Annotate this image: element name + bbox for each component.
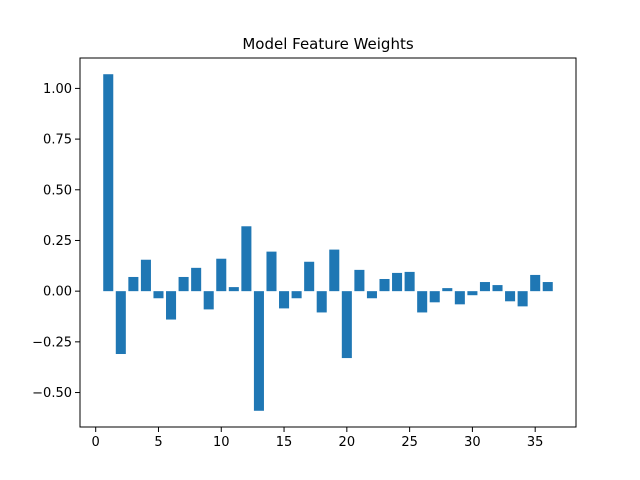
bar-19	[329, 249, 340, 292]
x-tick-label: 25	[401, 435, 418, 450]
x-tick-label: 35	[527, 435, 544, 450]
bar-32	[492, 285, 503, 292]
x-tick-label: 20	[339, 435, 356, 450]
bar-10	[216, 258, 227, 292]
y-axis-ticks: −0.50 −0.25 0.00 0.25 0.50 0.75 1.00	[32, 82, 80, 401]
y-tick-label: −0.25	[32, 335, 72, 350]
y-tick-label: −0.50	[32, 386, 72, 401]
x-tick-label: 15	[276, 435, 293, 450]
bar-29	[454, 291, 465, 305]
y-tick-label: 0.50	[43, 183, 72, 198]
bar-15	[279, 291, 290, 309]
bar-18	[316, 291, 327, 313]
bar-2	[115, 291, 126, 355]
bar-26	[417, 291, 428, 313]
bar-20	[341, 291, 352, 359]
x-tick-label: 30	[464, 435, 481, 450]
bar-14	[266, 251, 277, 292]
chart-title: Model Feature Weights	[242, 35, 414, 53]
bar-23	[379, 278, 390, 292]
plot-frame	[79, 57, 577, 428]
bar-12	[241, 226, 252, 292]
bar-1	[103, 74, 114, 292]
bar-3	[128, 276, 139, 292]
bar-34	[517, 291, 528, 307]
bar-16	[291, 291, 302, 299]
y-tick-label: 0.00	[43, 285, 72, 300]
x-axis-ticks: 0 5 10 15 20 25 30 35	[92, 427, 544, 450]
bar-11	[228, 287, 239, 292]
bar-21	[354, 269, 365, 292]
x-tick-label: 5	[154, 435, 162, 450]
bar-8	[191, 267, 202, 292]
bar-36	[542, 282, 553, 292]
bar-30	[467, 291, 478, 296]
bars-group	[103, 74, 553, 411]
bar-13	[253, 291, 264, 411]
bar-9	[203, 291, 214, 310]
y-tick-label: 0.75	[43, 133, 72, 148]
bar-31	[479, 282, 490, 292]
bar-28	[442, 288, 453, 292]
x-tick-label: 0	[92, 435, 100, 450]
x-tick-label: 10	[213, 435, 230, 450]
bar-6	[166, 291, 177, 320]
bar-27	[429, 291, 440, 303]
bar-25	[404, 271, 415, 292]
bar-17	[304, 261, 315, 292]
bar-33	[505, 291, 516, 302]
y-tick-label: 0.25	[43, 234, 72, 249]
bar-35	[530, 274, 541, 292]
bar-4	[140, 259, 151, 292]
bar-5	[153, 291, 164, 299]
bar-24	[392, 272, 403, 292]
y-tick-label: 1.00	[43, 82, 72, 97]
bar-7	[178, 276, 189, 292]
bar-22	[366, 291, 377, 299]
